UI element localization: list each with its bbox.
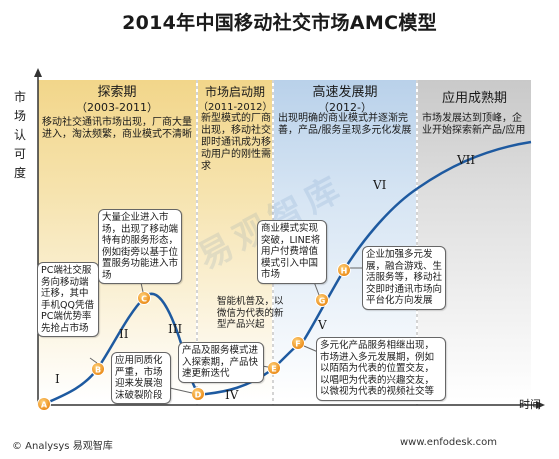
svg-text:D: D [195, 391, 202, 400]
phase-start-years: （2011-2012） [198, 102, 273, 113]
phase-explore: 探索期 （2003-2011） [38, 84, 196, 114]
svg-text:G: G [319, 297, 326, 306]
point-f: F [291, 336, 305, 350]
note-h: 企业加强多元发展，融合游戏、生活服务等，移动社交即时通讯市场向平台化方向发展 [362, 246, 446, 310]
phase-growth: 高速发展期 （2012-） [274, 84, 416, 114]
phase-mature-desc: 市场发展达到顶峰，企业开始探索新产品/应用 [422, 113, 526, 136]
phase-growth-years: （2012-） [318, 101, 372, 114]
stage-7: VII [457, 153, 476, 167]
phase-start-name: 市场启动期 [204, 85, 265, 99]
stage-4: IV [225, 388, 239, 402]
phase-start: 市场启动期 （2011-2012） [198, 84, 273, 114]
note-e2: 产品及服务模式进入探索期，产品快速更新迭代 [178, 342, 264, 383]
footer-website: www.enfodesk.com [400, 437, 497, 448]
point-c: C [137, 291, 151, 305]
phase-mature: 应用成熟期 [418, 90, 531, 107]
note-d: 应用同质化严重，市场迎来发展泡沫破裂阶段 [111, 352, 171, 404]
y-axis-label: 市场认可度 [13, 90, 26, 180]
phase-start-desc: 新型模式的厂商出现，移动社交即时通讯成为移动用户的刚性需求 [201, 113, 271, 172]
page-title: 2014年中国移动社交市场AMC模型 [122, 12, 437, 34]
phase-explore-years: （2003-2011） [76, 101, 158, 114]
point-b: B [91, 362, 105, 376]
phase-explore-desc: 移动社交通讯市场出现，厂商大量进入，淘汰频繁，商业模式不清晰 [42, 117, 192, 140]
stage-6: VI [373, 178, 387, 192]
callout-line-d [169, 387, 193, 394]
note-f: 多元化产品服务相继出现，市场进入多元发展期，例如以陌陌为代表的位置交友，以唱吧为… [316, 337, 446, 401]
callout-line-b [89, 357, 98, 364]
y-axis-arrow [34, 68, 42, 77]
stage-1: I [55, 372, 60, 386]
svg-text:C: C [141, 295, 147, 304]
svg-text:H: H [341, 267, 348, 276]
phase-growth-desc: 出现明确的商业模式并逐渐完善，产品/服务呈现多元化发展 [278, 113, 412, 136]
phase-growth-name: 高速发展期 [312, 85, 378, 100]
stage-5: V [318, 318, 327, 332]
svg-text:E: E [271, 365, 276, 374]
callout-line-f [303, 345, 319, 353]
footer-copyright: © Analysys 易观智库 [12, 441, 113, 452]
point-g: G [315, 293, 329, 307]
stage-3: III [168, 322, 183, 336]
note-c: 大量企业进入市场，出现了移动端特有的服务形态，例如街旁以基于位置服务功能进入市场 [98, 209, 182, 284]
svg-text:B: B [95, 366, 101, 375]
phase-explore-name: 探索期 [97, 85, 137, 100]
note-g: 商业模式实现突破，LINE将用户付费增值模式引入中国市场 [257, 220, 327, 284]
point-e: E [267, 361, 281, 375]
note-b: PC端社交服务向移动端迁移，其中手机QQ凭借PC端优势率先抢占市场 [37, 262, 99, 337]
svg-text:F: F [295, 340, 300, 349]
stage-2: II [119, 327, 129, 341]
amc-curve [43, 140, 532, 406]
point-h: H [337, 263, 351, 277]
note-e1: 智能机普及，以微信为代表的新型产品兴起 [217, 296, 284, 330]
svg-text:A: A [41, 401, 48, 410]
point-d: D [191, 387, 205, 401]
phase-mature-name: 应用成熟期 [441, 91, 507, 106]
point-a: A [37, 397, 51, 411]
x-axis-label: 时间 [519, 398, 541, 411]
x-axis-arrow [536, 401, 545, 409]
